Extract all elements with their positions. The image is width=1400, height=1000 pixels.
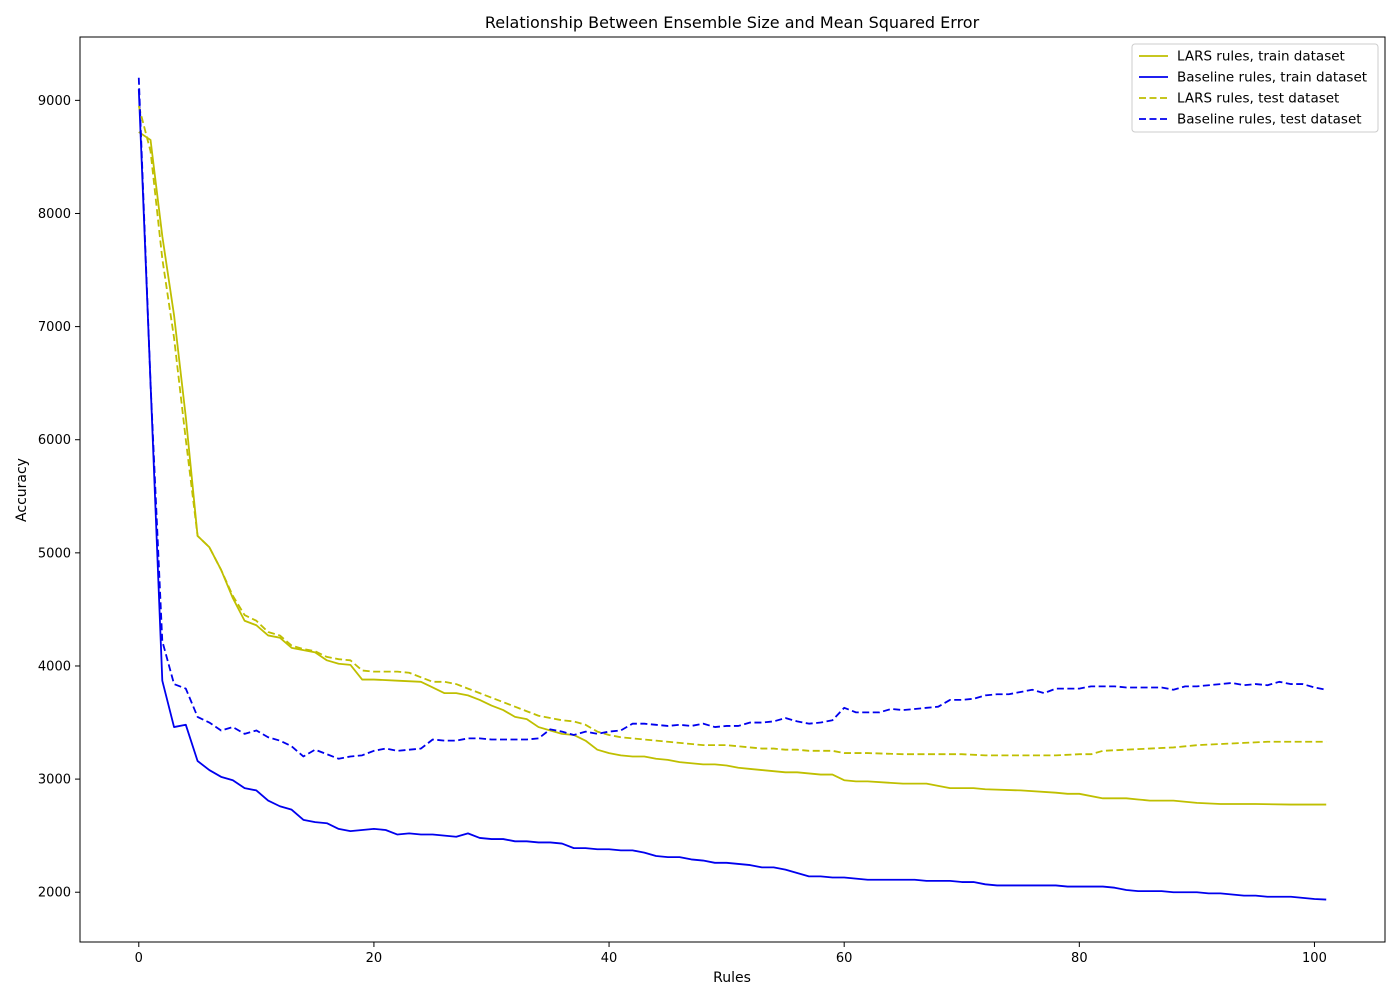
y-axis: 2000 3000 4000 5000 6000 7000 8000 9000: [38, 94, 80, 901]
x-tick-label: 100: [1302, 951, 1327, 966]
x-tick-label: 80: [1071, 951, 1088, 966]
series-line-lars-rules-test-dataset: [137, 105, 1327, 757]
x-tick-label: 0: [135, 951, 143, 966]
series-layer: [137, 77, 1327, 901]
y-tick-label: 3000: [38, 773, 71, 788]
legend-label: Baseline rules, test dataset: [1177, 112, 1362, 128]
y-tick-label: 9000: [38, 94, 71, 109]
y-axis-label: Accuracy: [14, 458, 30, 522]
y-tick-label: 5000: [38, 546, 71, 561]
series-line-lars-rules-train-dataset: [138, 131, 1327, 806]
legend: LARS rules, train dataset Baseline rules,…: [1131, 43, 1379, 133]
x-axis: 0 20 40 60 80 100: [135, 942, 1327, 966]
legend-frame: [1131, 43, 1379, 133]
y-tick-label: 7000: [38, 320, 71, 335]
legend-label: LARS rules, test dataset: [1177, 91, 1339, 107]
x-axis-label: Rules: [713, 970, 751, 986]
y-tick-label: 2000: [38, 886, 71, 901]
x-tick-label: 40: [601, 951, 618, 966]
y-tick-label: 4000: [38, 659, 71, 674]
x-tick-label: 60: [836, 951, 853, 966]
series-line-baseline-rules-train-dataset: [137, 89, 1327, 901]
y-tick-label: 8000: [38, 207, 71, 222]
x-tick-label: 20: [366, 951, 383, 966]
plot-frame: [79, 36, 1386, 943]
legend-label: Baseline rules, train dataset: [1177, 70, 1367, 86]
chart-title: Relationship Between Ensemble Size and M…: [485, 13, 980, 32]
y-tick-label: 6000: [38, 433, 71, 448]
legend-label: LARS rules, train dataset: [1177, 49, 1345, 65]
